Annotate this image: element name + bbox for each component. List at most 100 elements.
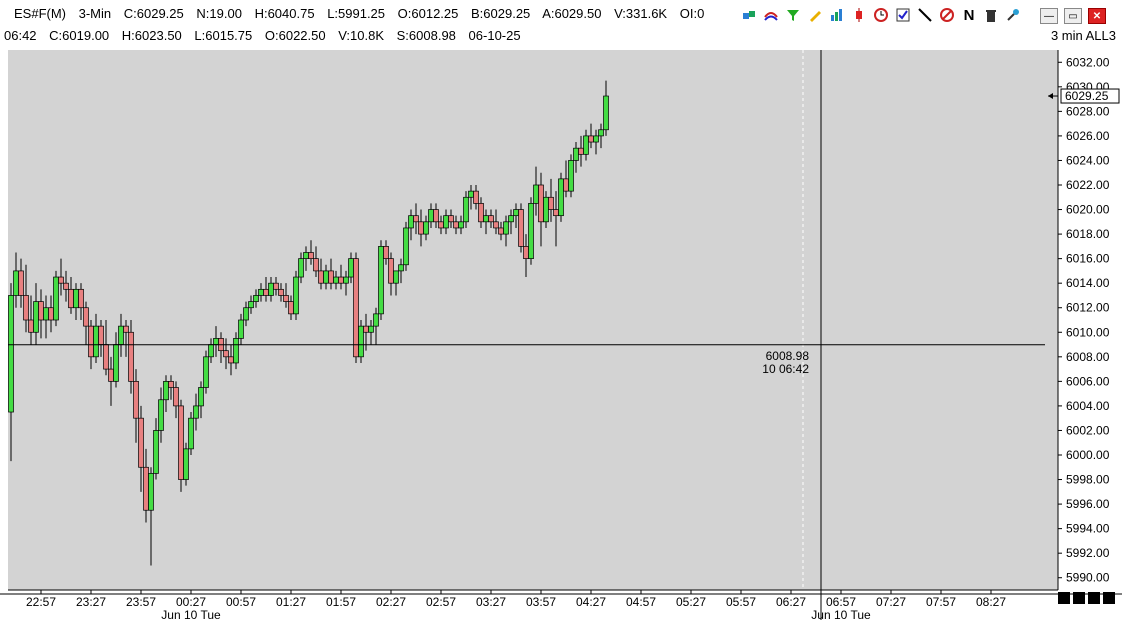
candle-body bbox=[43, 307, 49, 321]
candle bbox=[593, 129, 599, 155]
studies-icon[interactable] bbox=[762, 6, 780, 24]
restore-button[interactable]: ▭ bbox=[1064, 8, 1082, 24]
candle-body bbox=[233, 338, 239, 364]
checklist-icon[interactable] bbox=[894, 6, 912, 24]
candle-body bbox=[68, 288, 74, 309]
candle bbox=[518, 203, 524, 253]
bid-value: B:6029.25 bbox=[471, 6, 531, 21]
candle bbox=[568, 154, 574, 198]
bar-chart-icon[interactable] bbox=[828, 6, 846, 24]
crosshair-price-label: 6008.98 bbox=[766, 349, 810, 363]
trash-icon[interactable] bbox=[982, 6, 1000, 24]
y-tick-label: 6012.00 bbox=[1066, 301, 1110, 315]
y-tick-label: 6010.00 bbox=[1066, 325, 1110, 339]
candle bbox=[283, 283, 289, 308]
x-tick-label: 00:27 bbox=[176, 595, 206, 609]
candle bbox=[423, 215, 429, 241]
x-tick-label: 03:57 bbox=[526, 595, 556, 609]
bar-info-line: 06:42 C:6019.00 H:6023.50 L:6015.75 O:60… bbox=[4, 28, 530, 43]
bar-volume: V:10.8K bbox=[338, 28, 385, 43]
candle bbox=[193, 393, 199, 431]
candle-body bbox=[578, 147, 584, 155]
close-value: C:6029.25 bbox=[123, 6, 184, 21]
candle-body bbox=[503, 221, 509, 235]
chart-header: ES#F(M) 3-Min C:6029.25 N:19.00 H:6040.7… bbox=[0, 0, 1122, 48]
candle bbox=[368, 320, 374, 345]
candle bbox=[488, 209, 494, 228]
n-icon[interactable]: N bbox=[963, 6, 975, 24]
candle-body bbox=[23, 295, 29, 321]
candle-body bbox=[48, 307, 54, 321]
pencil-icon[interactable] bbox=[806, 6, 824, 24]
symbol-label[interactable]: ES#F(M) bbox=[14, 6, 66, 21]
candle-body bbox=[368, 325, 374, 333]
bar-close: C:6019.00 bbox=[49, 28, 110, 43]
y-tick-label: 5990.00 bbox=[1066, 571, 1110, 585]
candle-body bbox=[438, 221, 444, 229]
candle-body bbox=[143, 466, 149, 511]
candle-body bbox=[453, 221, 459, 229]
candle-body bbox=[348, 258, 354, 278]
candle-body bbox=[423, 221, 429, 235]
pin-icon[interactable] bbox=[1004, 6, 1022, 24]
candle bbox=[238, 313, 244, 345]
date-label: Jun 10 Tue bbox=[161, 608, 221, 622]
candle-body bbox=[493, 221, 499, 229]
candle-body bbox=[363, 325, 369, 333]
minimize-button[interactable]: — bbox=[1040, 8, 1058, 24]
close-button[interactable]: ✕ bbox=[1088, 8, 1106, 24]
candle bbox=[493, 209, 499, 235]
y-tick-label: 6032.00 bbox=[1066, 55, 1110, 69]
candle bbox=[433, 203, 439, 228]
y-tick-label: 6008.00 bbox=[1066, 350, 1110, 364]
candle-body bbox=[93, 325, 99, 358]
candle bbox=[123, 320, 129, 357]
candle-body bbox=[258, 288, 264, 296]
y-tick-label: 6002.00 bbox=[1066, 423, 1110, 437]
filter-icon[interactable] bbox=[784, 6, 802, 24]
candle bbox=[273, 277, 279, 296]
candle-body bbox=[418, 221, 424, 235]
x-tick-label: 23:57 bbox=[126, 595, 156, 609]
x-tick-label: 06:57 bbox=[826, 595, 856, 609]
candle bbox=[53, 270, 59, 327]
candle-body bbox=[543, 196, 549, 223]
candle bbox=[373, 307, 379, 345]
candle-body bbox=[123, 325, 129, 333]
candle bbox=[223, 338, 229, 370]
y-tick-label: 6016.00 bbox=[1066, 252, 1110, 266]
draw-tool-icon[interactable] bbox=[740, 6, 758, 24]
ask-value: A:6029.50 bbox=[542, 6, 602, 21]
candle-body bbox=[78, 288, 84, 309]
candle bbox=[398, 258, 404, 284]
candle-body bbox=[373, 313, 379, 327]
line-tool-icon[interactable] bbox=[916, 6, 934, 24]
candle-body bbox=[228, 356, 234, 364]
candle-body bbox=[108, 368, 114, 382]
candle-body bbox=[148, 473, 154, 511]
candle-body bbox=[333, 276, 339, 284]
status-square bbox=[1103, 592, 1115, 604]
candle bbox=[548, 178, 554, 222]
candle-body bbox=[288, 301, 294, 315]
interval-setting[interactable]: 3 min ALL3 bbox=[1050, 28, 1116, 43]
candle-body bbox=[173, 387, 179, 407]
candle-body bbox=[88, 325, 94, 358]
net-value: N:19.00 bbox=[196, 6, 242, 21]
candle bbox=[473, 185, 479, 210]
no-entry-icon[interactable] bbox=[938, 6, 956, 24]
x-tick-label: 04:57 bbox=[626, 595, 656, 609]
x-tick-label: 05:27 bbox=[676, 595, 706, 609]
last-price-box bbox=[1060, 88, 1120, 104]
candle-icon[interactable] bbox=[850, 6, 868, 24]
candle-body bbox=[548, 196, 554, 210]
candle-body bbox=[273, 282, 279, 290]
clock-icon[interactable] bbox=[872, 6, 890, 24]
candle bbox=[598, 123, 604, 149]
candle bbox=[178, 399, 184, 492]
candle-body bbox=[203, 356, 209, 388]
candle-body bbox=[113, 344, 119, 382]
candle bbox=[173, 381, 179, 419]
y-tick-label: 5992.00 bbox=[1066, 546, 1110, 560]
